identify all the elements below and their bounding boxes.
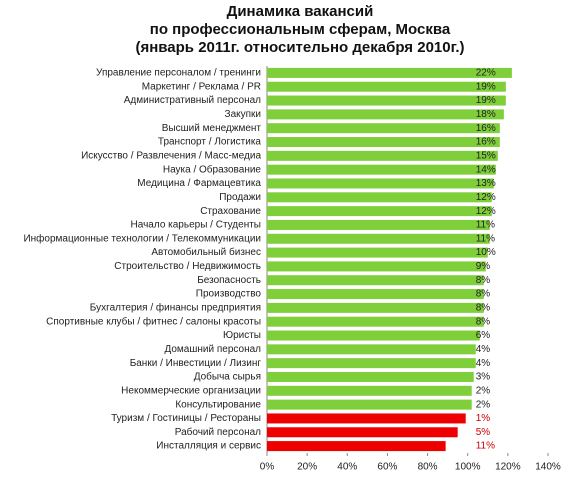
y-tick-label: Добыча сырья xyxy=(194,371,261,383)
value-label: 4% xyxy=(476,344,491,355)
y-tick-label: Консультирование xyxy=(175,399,261,410)
bar xyxy=(267,219,490,230)
bar xyxy=(267,289,484,300)
y-tick-label: Инсталляция и сервис xyxy=(156,441,261,452)
value-label: 16% xyxy=(476,123,496,134)
bar xyxy=(267,275,484,286)
y-tick-label: Управление персоналом / тренинги xyxy=(96,68,261,79)
value-label: 6% xyxy=(476,330,491,341)
chart-title: по профессиональным сферам, Москва xyxy=(150,21,451,38)
bar xyxy=(267,413,466,424)
y-tick-label: Автомобильный бизнес xyxy=(151,246,261,258)
value-label: 19% xyxy=(476,95,496,106)
y-tick-label: Продажи xyxy=(219,192,261,203)
bar xyxy=(267,385,472,396)
value-label: 13% xyxy=(476,178,496,189)
bar xyxy=(267,427,458,438)
value-label: 12% xyxy=(476,192,496,203)
value-label: 8% xyxy=(476,275,491,286)
y-tick-label: Высший менеджмент xyxy=(162,123,262,134)
bar xyxy=(267,95,506,106)
chart-title: Динамика вакансий xyxy=(227,3,374,20)
bar xyxy=(267,247,488,258)
bar xyxy=(267,123,500,134)
bar xyxy=(267,344,476,355)
value-label: 8% xyxy=(476,316,491,327)
value-label: 9% xyxy=(476,261,491,272)
x-tick-label: 0% xyxy=(260,462,275,473)
y-tick-label: Административный персонал xyxy=(124,95,261,106)
value-label: 8% xyxy=(476,289,491,300)
y-tick-label: Транспорт / Логистика xyxy=(158,137,262,148)
value-label: 4% xyxy=(476,358,491,369)
y-tick-label: Банки / Инвестиции / Лизинг xyxy=(130,358,262,369)
bar xyxy=(267,233,490,244)
bar xyxy=(267,164,496,175)
x-tick-label: 80% xyxy=(418,462,438,473)
value-label: 2% xyxy=(476,399,491,410)
y-tick-label: Медицина / Фармацевтика xyxy=(137,178,261,189)
bar xyxy=(267,192,492,203)
x-tick-label: 40% xyxy=(337,462,357,473)
x-tick-label: 140% xyxy=(535,462,561,473)
value-label: 22% xyxy=(476,68,496,79)
bar xyxy=(267,206,492,217)
y-tick-label: Бухгалтерия / финансы предприятия xyxy=(90,302,261,314)
value-label: 10% xyxy=(476,247,496,258)
y-tick-label: Безопасность xyxy=(197,275,261,286)
value-label: 1% xyxy=(476,413,491,424)
value-label: 12% xyxy=(476,206,496,217)
value-label: 5% xyxy=(476,427,491,438)
value-label: 8% xyxy=(476,303,491,314)
value-label: 14% xyxy=(476,164,496,175)
y-tick-label: Страхование xyxy=(200,206,261,217)
y-tick-label: Начало карьеры / Студенты xyxy=(131,220,261,231)
y-tick-label: Производство xyxy=(196,289,262,300)
bar xyxy=(267,137,500,148)
chart-title: (январь 2011г. относительно декабря 2010… xyxy=(135,39,464,56)
bar xyxy=(267,261,486,272)
bar xyxy=(267,302,484,313)
bar xyxy=(267,358,476,369)
bar xyxy=(267,109,504,120)
y-tick-label: Искусство / Развлечения / Масс-медиа xyxy=(81,150,261,161)
value-label: 3% xyxy=(476,372,491,383)
value-label: 11% xyxy=(476,233,495,244)
bar xyxy=(267,178,494,189)
bar xyxy=(267,441,446,452)
y-tick-label: Наука / Образование xyxy=(163,163,262,175)
y-tick-label: Туризм / Гостиницы / Рестораны xyxy=(111,413,261,424)
y-tick-label: Домашний персонал xyxy=(164,344,261,355)
value-label: 18% xyxy=(476,109,496,120)
value-label: 2% xyxy=(476,385,491,396)
x-tick-label: 100% xyxy=(455,462,481,473)
bar xyxy=(267,81,506,92)
bar xyxy=(267,371,474,382)
value-label: 19% xyxy=(476,81,496,92)
x-tick-label: 60% xyxy=(377,462,397,473)
x-tick-label: 20% xyxy=(297,462,317,473)
y-tick-label: Информационные технологии / Телекоммуник… xyxy=(23,232,261,244)
y-tick-label: Закупки xyxy=(225,109,261,120)
value-label: 11% xyxy=(476,220,495,231)
bar xyxy=(267,316,484,327)
y-tick-label: Маркетинг / Реклама / PR xyxy=(142,81,261,92)
x-tick-label: 120% xyxy=(495,462,521,473)
y-tick-label: Некоммерческие организации xyxy=(121,385,261,396)
bar xyxy=(267,150,498,161)
value-label: 15% xyxy=(476,150,496,161)
bar xyxy=(267,399,472,410)
value-label: 11% xyxy=(476,441,495,452)
y-tick-label: Спортивные клубы / фитнес / салоны красо… xyxy=(46,315,261,327)
y-tick-label: Рабочий персонал xyxy=(175,426,261,438)
value-label: 16% xyxy=(476,137,496,148)
bar xyxy=(267,67,512,78)
y-tick-label: Юристы xyxy=(223,330,261,341)
y-tick-label: Строительство / Недвижимость xyxy=(114,261,261,272)
bar xyxy=(267,330,480,341)
